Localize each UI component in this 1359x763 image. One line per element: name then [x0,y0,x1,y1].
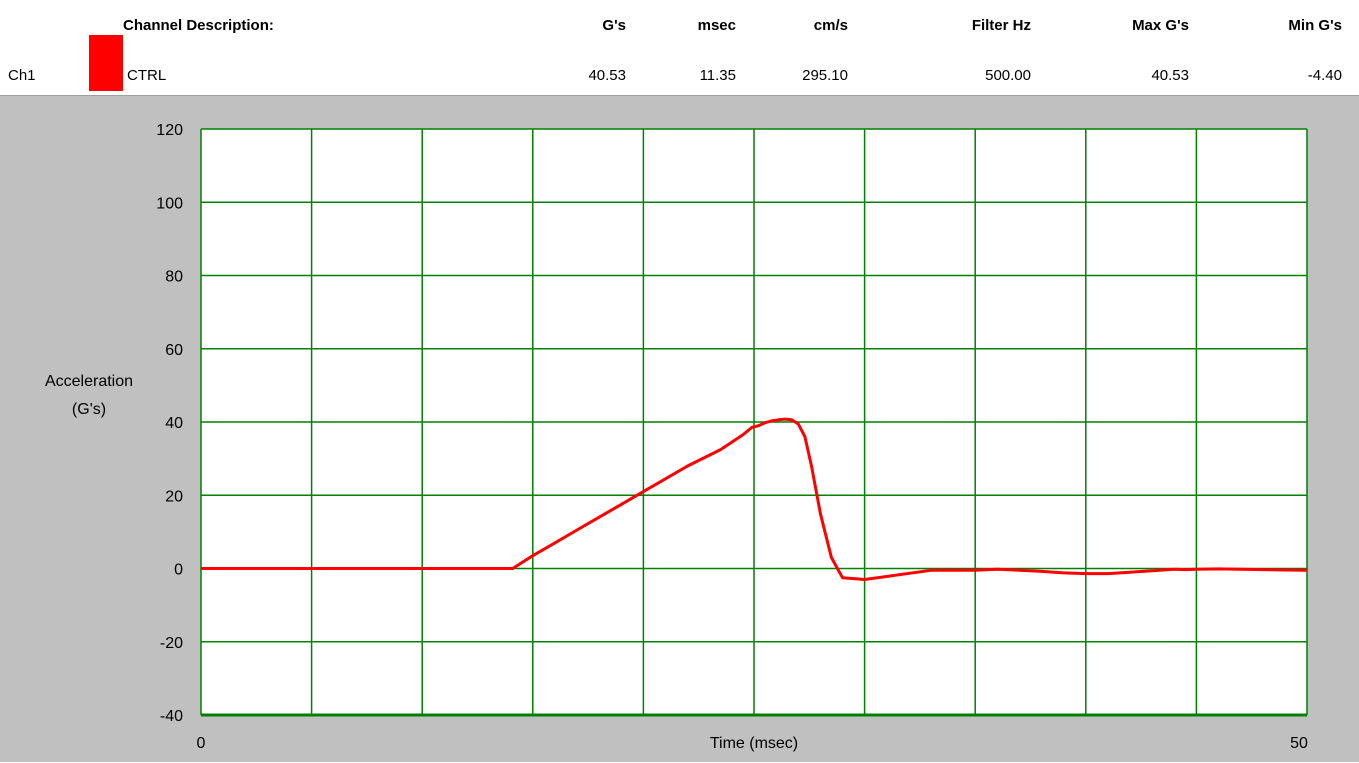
y-tick-label: 80 [165,269,183,286]
y-tick-label: 0 [174,562,183,579]
row-description: CTRL [127,67,167,84]
row-max-gs: 40.53 [1151,67,1189,84]
y-tick-label: 100 [156,195,183,212]
header-msec: msec [697,17,736,34]
header-min-gs: Min G's [1288,17,1342,34]
channel-table: Channel Description: G's msec cm/s Filte… [0,0,1359,95]
row-gs: 40.53 [588,67,626,84]
y-tick-label: 40 [165,415,183,432]
acceleration-chart: 120 100 80 60 40 20 0 -20 -40 0 50 Acceleration (… [45,122,1308,752]
x-tick-label: 0 [197,735,206,752]
y-axis-label-line-1: Acceleration [45,373,133,390]
header-max-gs: Max G's [1132,17,1189,34]
series-line-ch1 [201,417,1308,581]
y-tick-label: 120 [156,122,183,139]
row-msec: 11.35 [699,67,736,84]
row-min-gs: -4.40 [1307,67,1342,84]
grid [200,128,1308,717]
y-tick-label: 20 [165,488,183,505]
y-tick-label: 60 [165,342,183,359]
y-axis-label-line-2: (G's) [72,401,106,418]
header-filter-hz: Filter Hz [971,17,1031,34]
header-channel-description: Channel Description: [123,17,274,34]
channel-color-swatch [89,35,123,91]
row-filter-hz: 500.00 [985,67,1031,84]
header-gs: G's [602,17,626,34]
y-tick-label: -40 [160,708,183,725]
y-axis-ticks: 120 100 80 60 40 20 0 -20 -40 [156,122,183,725]
header-cms: cm/s [813,17,848,34]
x-axis-ticks: 0 50 [197,735,1308,752]
y-tick-label: -20 [160,635,183,652]
row-cms: 295.10 [802,67,848,84]
chart-panel: 120 100 80 60 40 20 0 -20 -40 0 50 Acceleration (… [0,95,1359,762]
series [201,417,1308,581]
x-axis-label: Time (msec) [710,735,798,752]
x-tick-label: 50 [1290,735,1308,752]
row-channel: Ch1 [8,67,36,84]
